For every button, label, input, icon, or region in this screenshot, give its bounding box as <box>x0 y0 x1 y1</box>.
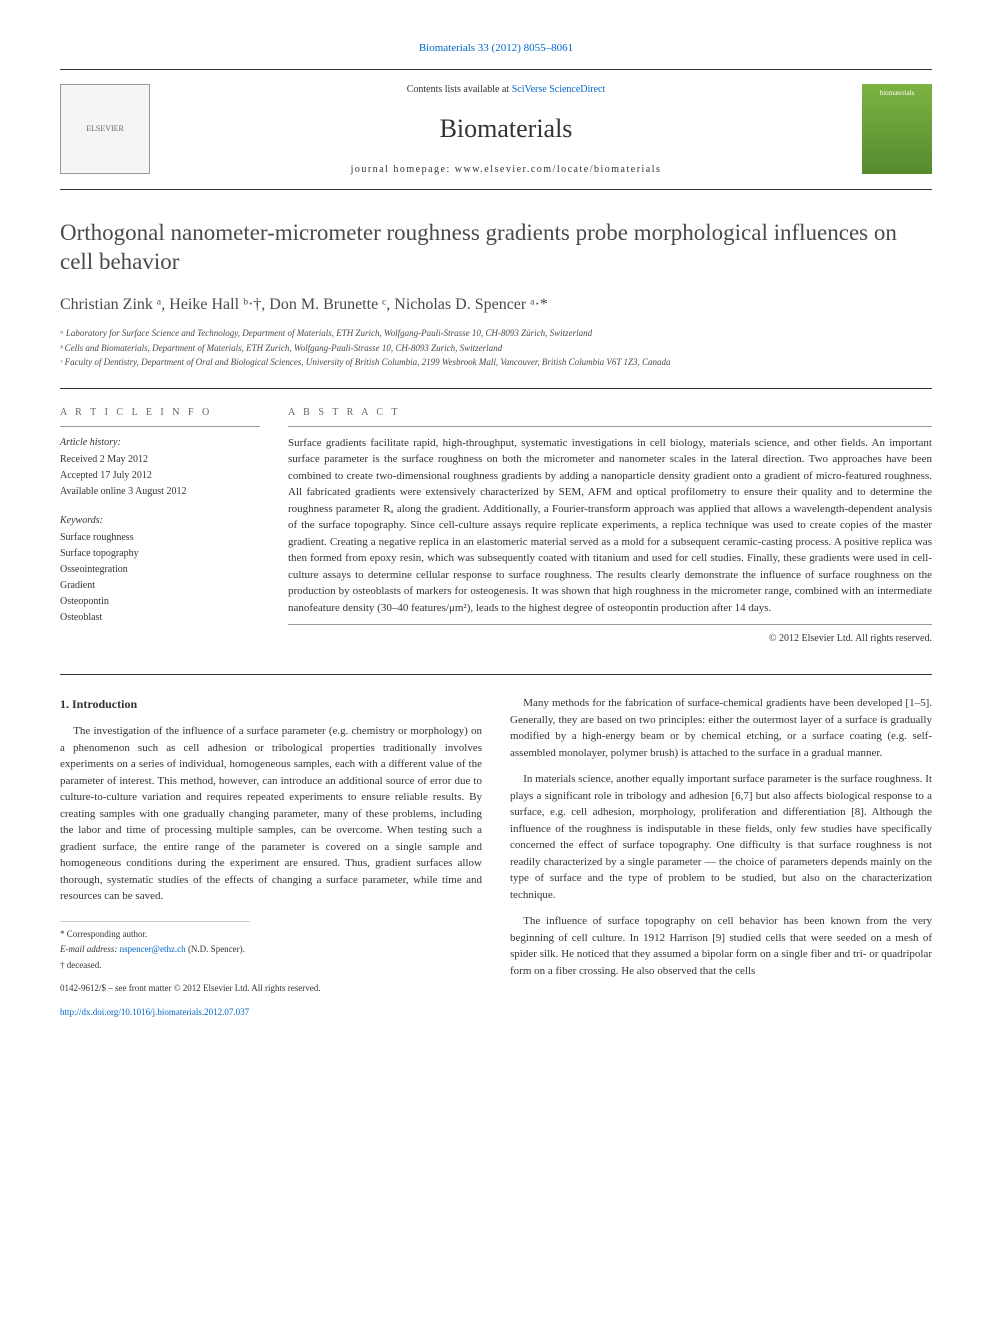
history-item: Available online 3 August 2012 <box>60 484 260 499</box>
abstract-heading: A B S T R A C T <box>288 405 932 427</box>
footnotes: * Corresponding author. E-mail address: … <box>60 921 250 973</box>
affiliations: ᵃ Laboratory for Surface Science and Tec… <box>60 327 932 370</box>
homepage-prefix: journal homepage: <box>351 164 455 175</box>
body-paragraph: The investigation of the influence of a … <box>60 723 482 905</box>
section-heading: 1. Introduction <box>60 695 482 713</box>
body-columns: 1. Introduction The investigation of the… <box>60 674 932 1019</box>
corresponding-note: * Corresponding author. <box>60 928 250 942</box>
citation-header: Biomaterials 33 (2012) 8055–8061 <box>60 40 932 57</box>
homepage-line: journal homepage: www.elsevier.com/locat… <box>150 162 862 177</box>
doi-link[interactable]: http://dx.doi.org/10.1016/j.biomaterials… <box>60 1007 249 1017</box>
article-info: A R T I C L E I N F O Article history: R… <box>60 405 260 647</box>
info-abstract-row: A R T I C L E I N F O Article history: R… <box>60 388 932 647</box>
citation-link[interactable]: Biomaterials 33 (2012) 8055–8061 <box>419 42 573 54</box>
keyword-item: Surface roughness <box>60 530 260 545</box>
body-paragraph: Many methods for the fabrication of surf… <box>510 695 932 761</box>
journal-header: ELSEVIER Contents lists available at Sci… <box>60 69 932 190</box>
journal-name: Biomaterials <box>150 109 862 148</box>
body-paragraph: In materials science, another equally im… <box>510 771 932 903</box>
email-label: E-mail address: <box>60 944 120 954</box>
body-paragraph: The influence of surface topography on c… <box>510 913 932 979</box>
header-center: Contents lists available at SciVerse Sci… <box>150 82 862 177</box>
doi-line: http://dx.doi.org/10.1016/j.biomaterials… <box>60 1006 482 1020</box>
keyword-item: Osseointegration <box>60 562 260 577</box>
author-list: Christian Zink ᵃ, Heike Hall ᵇ·†, Don M.… <box>60 293 932 317</box>
abstract-copyright: © 2012 Elsevier Ltd. All rights reserved… <box>288 631 932 646</box>
history-label: Article history: <box>60 435 260 450</box>
email-link[interactable]: nspencer@ethz.ch <box>120 944 186 954</box>
contents-prefix: Contents lists available at <box>407 84 512 95</box>
keyword-item: Surface topography <box>60 546 260 561</box>
deceased-note: † deceased. <box>60 959 250 973</box>
article-title: Orthogonal nanometer-micrometer roughnes… <box>60 218 932 278</box>
contents-line: Contents lists available at SciVerse Sci… <box>150 82 862 97</box>
abstract-text: Surface gradients facilitate rapid, high… <box>288 435 932 626</box>
history-item: Received 2 May 2012 <box>60 452 260 467</box>
abstract-column: A B S T R A C T Surface gradients facili… <box>288 405 932 647</box>
homepage-url: www.elsevier.com/locate/biomaterials <box>455 164 662 175</box>
right-column: Many methods for the fabrication of surf… <box>510 695 932 1019</box>
affiliation-item: ᵃ Laboratory for Surface Science and Tec… <box>60 327 932 341</box>
journal-cover-thumbnail: biomaterials <box>862 84 932 174</box>
keyword-item: Osteopontin <box>60 594 260 609</box>
left-column: 1. Introduction The investigation of the… <box>60 695 482 1019</box>
history-item: Accepted 17 July 2012 <box>60 468 260 483</box>
elsevier-logo: ELSEVIER <box>60 84 150 174</box>
sciencedirect-link[interactable]: SciVerse ScienceDirect <box>512 84 606 95</box>
info-heading: A R T I C L E I N F O <box>60 405 260 427</box>
keyword-item: Osteoblast <box>60 610 260 625</box>
email-note: E-mail address: nspencer@ethz.ch (N.D. S… <box>60 943 250 957</box>
front-matter: 0142-9612/$ – see front matter © 2012 El… <box>60 982 482 996</box>
keywords-label: Keywords: <box>60 513 260 528</box>
affiliation-item: ᵇ Cells and Biomaterials, Department of … <box>60 342 932 356</box>
email-suffix: (N.D. Spencer). <box>186 944 245 954</box>
keyword-item: Gradient <box>60 578 260 593</box>
affiliation-item: ᶜ Faculty of Dentistry, Department of Or… <box>60 356 932 370</box>
